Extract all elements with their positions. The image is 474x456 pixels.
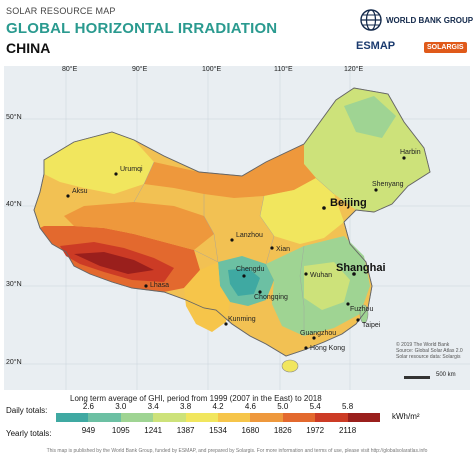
city-label-lanzhou: Lanzhou	[236, 232, 263, 239]
yearly-tick: 949	[81, 426, 96, 435]
lon-tick: 90°E	[132, 66, 148, 73]
lat-tick: 30°N	[6, 281, 22, 288]
yearly-totals-label: Yearly totals:	[6, 429, 52, 438]
country-name: CHINA	[6, 40, 51, 56]
color-swatch	[185, 413, 219, 422]
credit-line: Solar resource data: Solargis	[396, 354, 461, 360]
globe-icon	[360, 9, 382, 31]
daily-totals-label: Daily totals:	[6, 406, 48, 415]
yearly-tick: 2118	[338, 426, 357, 435]
city-label-urumqi: Urumqi	[120, 166, 143, 173]
color-swatch	[347, 413, 381, 422]
daily-tick: 2.6	[82, 402, 94, 411]
map-title: GLOBAL HORIZONTAL IRRADIATION	[6, 20, 278, 37]
city-label-aksu: Aksu	[72, 188, 88, 195]
map-canvas[interactable]: 80°E 90°E 100°E 110°E 120°E 50°N 40°N 30…	[4, 66, 470, 390]
daily-tick: 4.6	[244, 402, 256, 411]
world-bank-logo: WORLD BANK GROUP	[360, 8, 473, 32]
yearly-tick: 1241	[144, 426, 163, 435]
legend-caption: Long term average of GHI, period from 19…	[70, 394, 322, 403]
city-label-chengdu: Chengdu	[236, 266, 265, 273]
solargis-logo: SOLARGIS	[424, 42, 467, 53]
yearly-tick: 1680	[241, 426, 260, 435]
daily-tick: 5.4	[309, 402, 321, 411]
yearly-tick: 1095	[111, 426, 130, 435]
city-label-xian: Xian	[276, 246, 291, 253]
yearly-tick: 1826	[273, 426, 292, 435]
yearly-tick: 1972	[306, 426, 325, 435]
city-label-guangzhou: Guangzhou	[300, 330, 337, 337]
city-label-chongqing: Chongqing	[254, 294, 288, 301]
world-bank-text: WORLD BANK GROUP	[386, 15, 474, 25]
color-swatch	[282, 413, 316, 422]
city-label-fuzhou: Fuzhou	[350, 306, 374, 313]
daily-tick: 3.8	[180, 402, 192, 411]
yearly-tick: 1387	[176, 426, 195, 435]
city-label-shanghai: Shanghai	[336, 262, 386, 274]
color-scale-bar	[56, 413, 381, 422]
yearly-tick: 1534	[209, 426, 227, 435]
daily-tick: 3.4	[147, 402, 159, 411]
lat-tick: 20°N	[6, 359, 22, 366]
lon-tick: 120°E	[344, 66, 364, 73]
lat-tick: 50°N	[6, 114, 22, 121]
city-label-hong-kong: Hong Kong	[310, 345, 346, 352]
lat-tick: 40°N	[6, 201, 22, 208]
china-ghi-map	[4, 66, 470, 390]
color-swatch	[56, 413, 89, 422]
daily-tick: 5.8	[342, 402, 354, 411]
supertitle: SOLAR RESOURCE MAP	[6, 6, 116, 16]
city-label-wuhan: Wuhan	[310, 272, 333, 279]
city-label-kunming: Kunming	[228, 316, 256, 323]
legend: Long term average of GHI, period from 19…	[0, 392, 474, 456]
footer-note: This map is published by the World Bank …	[46, 448, 428, 454]
color-swatch	[120, 413, 154, 422]
city-label-lhasa: Lhasa	[150, 282, 170, 289]
lon-tick: 100°E	[202, 66, 222, 73]
color-swatch	[250, 413, 283, 422]
credit-line: © 2019 The World Bank	[396, 342, 450, 348]
credit-line: Source: Global Solar Atlas 2.0	[396, 348, 463, 354]
daily-tick: 5.0	[277, 402, 289, 411]
header: SOLAR RESOURCE MAP GLOBAL HORIZONTAL IRR…	[0, 0, 474, 66]
city-label-beijing: Beijing	[330, 197, 367, 209]
color-swatch	[88, 413, 121, 422]
color-swatch	[315, 413, 348, 422]
city-label-harbin: Harbin	[400, 149, 421, 156]
daily-tick: 4.2	[212, 402, 224, 411]
color-swatch	[218, 413, 251, 422]
unit-label: kWh/m²	[392, 412, 420, 421]
esmap-logo: ESMAP	[356, 40, 396, 52]
city-label-taipei: Taipei	[362, 322, 381, 329]
daily-tick: 3.0	[115, 402, 127, 411]
lon-tick: 110°E	[274, 66, 293, 73]
city-label-shenyang: Shenyang	[372, 181, 404, 188]
scale-label: 500 km	[436, 372, 456, 378]
lon-tick: 80°E	[62, 66, 78, 73]
color-swatch	[153, 413, 186, 422]
